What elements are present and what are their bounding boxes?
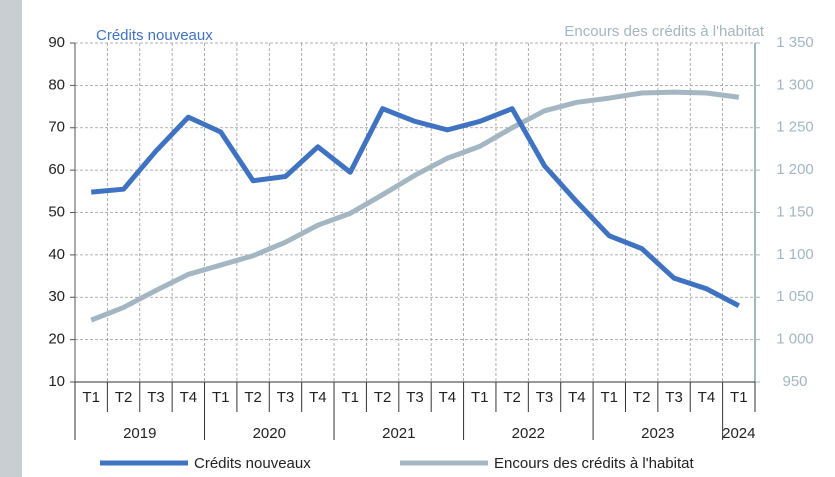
year-label: 2020 [253,425,286,442]
x-tick-label: T1 [471,389,489,406]
x-tick-label: T1 [730,389,748,406]
x-tick-label: T2 [115,389,133,406]
y-tick-label: 60 [48,161,65,178]
y2-tick-label: 1 250 [776,119,814,136]
x-tick-label: T1 [82,389,100,406]
year-label: 2021 [382,425,415,442]
x-tick-label: T4 [698,389,716,406]
y2-tick-label: 1 050 [776,288,814,305]
x-tick-label: T2 [633,389,651,406]
x-tick-label: T3 [277,389,295,406]
y-tick-label: 30 [48,288,65,305]
x-tick-label: T3 [147,389,165,406]
x-tick-label: T3 [406,389,424,406]
y2-tick-label: 1 300 [776,76,814,93]
x-tick-label: T2 [244,389,262,406]
x-tick-label: T4 [309,389,327,406]
y-tick-label: 40 [48,246,65,263]
x-tick-label: T2 [503,389,521,406]
y2-tick-label: 1 150 [776,203,814,220]
series-line [90,106,740,308]
x-tick-label: T3 [536,389,554,406]
legend-label: Crédits nouveaux [194,455,311,472]
y-tick-label: 80 [48,76,65,93]
y-tick-label: 10 [48,373,65,390]
y-tick-label: 20 [48,331,65,348]
window-edge [0,0,22,477]
legend-label: Encours des crédits à l'habitat [494,455,694,472]
x-tick-label: T4 [180,389,198,406]
y2-tick-label: 1 000 [776,331,814,348]
y-tick-label: 70 [48,119,65,136]
x-tick-label: T2 [374,389,392,406]
y2-tick-label: 1 350 [776,34,814,51]
x-tick-label: T4 [568,389,586,406]
x-tick-label: T3 [665,389,683,406]
y-tick-label: 90 [48,34,65,51]
y2-tick-label: 950 [782,373,807,390]
year-label: 2022 [512,425,545,442]
x-tick-label: T1 [601,389,619,406]
y2-tick-label: 1 100 [776,246,814,263]
year-label: 2019 [123,425,156,442]
year-label: 2023 [641,425,674,442]
x-tick-label: T1 [341,389,359,406]
y2-axis-title: Encours des crédits à l'habitat [564,23,764,40]
chart-background [22,0,835,477]
y-axis-title: Crédits nouveaux [96,27,213,44]
y2-tick-label: 1 200 [776,161,814,178]
year-label: 2024 [722,425,755,442]
series-line [90,89,740,323]
y-tick-label: 50 [48,203,65,220]
x-tick-label: T4 [439,389,457,406]
x-tick-label: T1 [212,389,230,406]
